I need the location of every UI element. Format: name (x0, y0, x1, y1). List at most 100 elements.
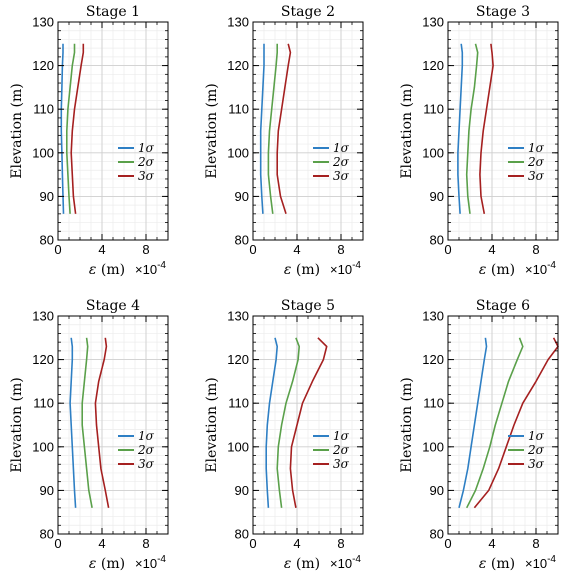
x-axis-label: ε (m) (284, 262, 320, 278)
multiplier-exponent: -4 (352, 554, 361, 565)
x-axis-unit: (m) (96, 556, 125, 572)
x-tick-label: 4 (488, 242, 495, 257)
multiplier-base: ×10 (330, 556, 352, 571)
legend-label: 3σ (138, 169, 155, 183)
x-axis-unit: (m) (96, 262, 125, 278)
y-tick-label: 80 (235, 233, 249, 248)
y-tick-label: 100 (32, 145, 54, 160)
y-tick-label: 130 (227, 15, 249, 30)
y-axis-label: Elevation (m) (399, 83, 415, 178)
multiplier-base: ×10 (135, 556, 157, 571)
series-line-2σ (66, 43, 76, 214)
chart-title: Stage 5 (281, 298, 335, 314)
x-axis-symbol: ε (89, 262, 97, 278)
legend-label: 2σ (137, 443, 155, 457)
legend-label: 1σ (138, 141, 155, 155)
y-tick-label: 80 (235, 527, 249, 542)
legend-label: 2σ (527, 155, 545, 169)
series-line-2σ (276, 337, 301, 508)
legend-label: 2σ (527, 443, 545, 457)
x-axis-multiplier: ×10-4 (135, 554, 166, 571)
y-tick-label: 120 (227, 352, 249, 367)
legend-label: 2σ (137, 155, 155, 169)
y-tick-label: 130 (32, 15, 54, 30)
x-axis-symbol: ε (284, 556, 292, 572)
series-line-2σ (267, 43, 279, 214)
y-tick-label: 120 (422, 352, 444, 367)
x-tick-label: 8 (142, 536, 149, 551)
x-tick-label: 4 (293, 536, 300, 551)
y-tick-label: 80 (40, 233, 54, 248)
y-axis-label: Elevation (m) (204, 83, 220, 178)
chart-panel-6: 80 90 100 110 120 130 0 4 8 Stage 6 Elevation (m) ε… (399, 298, 559, 572)
series-line-1σ (457, 43, 464, 214)
chart-title: Stage 4 (86, 298, 140, 314)
chart-panel-4: 80 90 100 110 120 130 0 4 8 Stage 4 Elevation (m) ε… (9, 298, 169, 572)
y-tick-label: 100 (227, 439, 249, 454)
chart-title: Stage 6 (476, 298, 530, 314)
x-axis-unit: (m) (486, 556, 515, 572)
x-axis-multiplier: ×10-4 (135, 260, 166, 277)
series-line-1σ (60, 43, 65, 214)
chart-panel-5: 80 90 100 110 120 130 0 4 8 Stage 5 Elevation (m) ε… (204, 298, 364, 572)
series-line-3σ (479, 43, 494, 214)
series-line-2σ (81, 337, 93, 508)
chart-title: Stage 1 (86, 4, 140, 20)
y-tick-label: 90 (235, 189, 249, 204)
x-axis-multiplier: ×10-4 (330, 260, 361, 277)
y-tick-label: 110 (33, 396, 54, 411)
y-tick-label: 120 (422, 58, 444, 73)
x-axis-symbol: ε (284, 262, 292, 278)
series-line-2σ (465, 43, 479, 214)
chart-panel-1: 80 90 100 110 120 130 0 4 8 Stage 1 Elevation (m) ε… (9, 4, 169, 278)
x-axis-symbol: ε (479, 556, 487, 572)
y-tick-label: 90 (430, 483, 444, 498)
y-tick-label: 80 (430, 527, 444, 542)
x-tick-label: 4 (98, 536, 105, 551)
chart-panel-3: 80 90 100 110 120 130 0 4 8 Stage 3 Elevation (m) ε… (399, 4, 559, 278)
series-line-1σ (69, 337, 77, 508)
y-tick-label: 130 (227, 309, 249, 324)
x-axis-unit: (m) (291, 556, 320, 572)
series-line-1σ (259, 43, 265, 214)
series-line-3σ (70, 43, 85, 214)
x-tick-label: 0 (54, 242, 61, 257)
chart-title: Stage 2 (281, 4, 335, 20)
series-line-1σ (458, 337, 488, 508)
x-tick-label: 0 (249, 536, 256, 551)
chart-panel-2: 80 90 100 110 120 130 0 4 8 Stage 2 Elevation (m) ε… (204, 4, 364, 278)
x-axis-multiplier: ×10-4 (330, 554, 361, 571)
y-tick-label: 110 (33, 102, 54, 117)
x-axis-label: ε (m) (89, 556, 125, 572)
y-tick-label: 90 (430, 189, 444, 204)
legend-label: 3σ (528, 457, 545, 471)
x-tick-label: 8 (142, 242, 149, 257)
legend-label: 1σ (528, 429, 545, 443)
x-axis-label: ε (m) (479, 262, 515, 278)
multiplier-exponent: -4 (352, 260, 361, 271)
y-tick-label: 90 (235, 483, 249, 498)
multiplier-exponent: -4 (157, 554, 166, 565)
legend-label: 3σ (138, 457, 155, 471)
legend-label: 3σ (528, 169, 545, 183)
x-tick-label: 8 (337, 536, 344, 551)
y-tick-label: 130 (32, 309, 54, 324)
legend-label: 3σ (333, 457, 350, 471)
x-axis-multiplier: ×10-4 (525, 554, 556, 571)
multiplier-base: ×10 (135, 262, 157, 277)
x-tick-label: 0 (249, 242, 256, 257)
multiplier-exponent: -4 (157, 260, 166, 271)
y-tick-label: 110 (423, 396, 444, 411)
y-tick-label: 110 (228, 396, 249, 411)
x-axis-label: ε (m) (284, 556, 320, 572)
series-line-1σ (265, 337, 279, 508)
y-tick-label: 90 (40, 483, 54, 498)
y-tick-label: 100 (32, 439, 54, 454)
multiplier-exponent: -4 (547, 554, 556, 565)
x-axis-multiplier: ×10-4 (525, 260, 556, 277)
legend-label: 2σ (332, 155, 350, 169)
multiplier-base: ×10 (330, 262, 352, 277)
x-axis-symbol: ε (479, 262, 487, 278)
multiplier-exponent: -4 (547, 260, 556, 271)
